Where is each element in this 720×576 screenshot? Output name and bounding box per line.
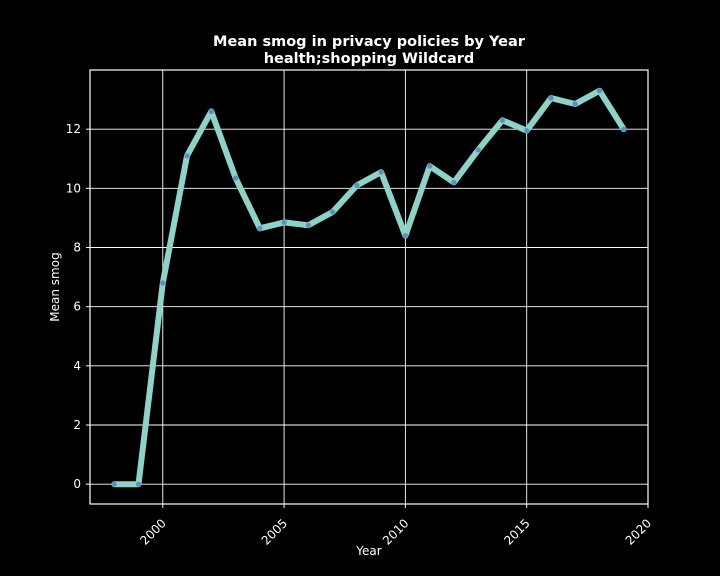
data-point	[184, 153, 190, 159]
data-point	[305, 222, 311, 228]
data-point	[160, 280, 166, 286]
chart-title: Mean smog in privacy policies by Year	[213, 34, 526, 50]
data-point	[111, 481, 117, 487]
y-tick-label: 4	[73, 359, 81, 373]
data-point	[232, 175, 239, 181]
data-point	[596, 88, 603, 94]
y-tick-label: 2	[73, 418, 81, 432]
series-line	[111, 87, 627, 488]
data-point	[621, 126, 627, 132]
data-point	[572, 101, 578, 107]
y-tick-label: 8	[73, 241, 81, 255]
y-tick-label: 6	[73, 300, 81, 314]
y-tick-label: 10	[66, 181, 81, 195]
x-axis-label: Year	[355, 544, 381, 558]
data-point	[354, 182, 360, 188]
data-point	[451, 179, 457, 186]
y-tick-label: 0	[73, 477, 81, 491]
chart-subtitle: health;shopping Wildcard	[264, 51, 475, 67]
data-point	[524, 128, 530, 134]
data-point	[330, 209, 336, 215]
data-point	[475, 147, 481, 153]
data-point	[499, 117, 506, 123]
data-point	[427, 163, 433, 169]
y-tick-label: 12	[66, 122, 81, 136]
data-point	[208, 108, 214, 115]
y-axis-label: Mean smog	[48, 252, 62, 321]
data-point	[135, 481, 142, 487]
data-point	[281, 219, 287, 225]
plot-area	[111, 87, 627, 488]
data-point	[378, 169, 384, 175]
data-point	[402, 233, 408, 239]
axes-frame	[89, 69, 649, 505]
data-point	[257, 225, 263, 231]
data-point	[548, 95, 554, 101]
